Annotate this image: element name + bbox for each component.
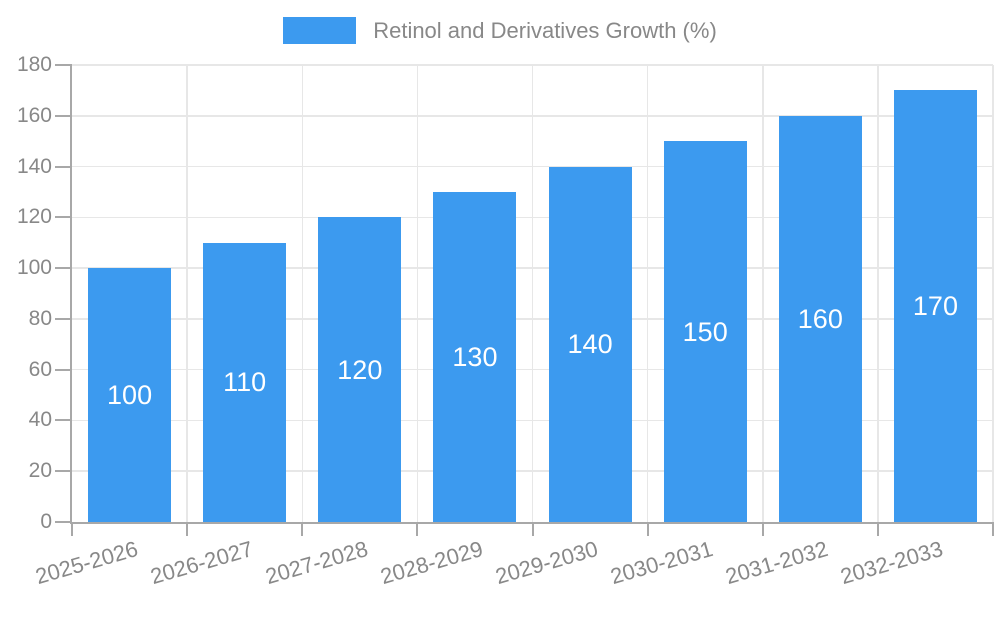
gridline-v-1 <box>186 65 188 522</box>
y-tick-20 <box>55 470 72 473</box>
bar-2030-2031[interactable] <box>663 141 747 522</box>
bar-value-2030-2031: 150 <box>682 316 728 347</box>
y-tick-120 <box>55 216 72 219</box>
bar-value-2031-2032: 160 <box>797 303 843 334</box>
y-tick-140 <box>55 165 72 168</box>
x-tick-5 <box>646 522 649 536</box>
y-tick-40 <box>55 419 72 422</box>
bar-value-2026-2027: 110 <box>223 367 267 398</box>
bar-value-2029-2030: 140 <box>567 329 613 360</box>
bar-2032-2033[interactable] <box>893 90 977 522</box>
bar-2025-2026[interactable] <box>88 268 172 522</box>
y-tick-180 <box>55 64 72 66</box>
y-tick-label-100: 100 <box>16 256 52 280</box>
y-tick-label-160: 160 <box>16 103 52 127</box>
x-tick-4 <box>531 522 534 536</box>
bar-value-2025-2026: 100 <box>107 380 153 411</box>
bar-2027-2028[interactable] <box>318 217 402 522</box>
x-tick-3 <box>416 522 419 536</box>
gridline-v-4 <box>531 65 534 522</box>
bar-2029-2030[interactable] <box>548 166 632 522</box>
legend-label: Retinol and Derivatives Growth (%) <box>373 18 717 43</box>
y-tick-label-80: 80 <box>28 306 52 330</box>
x-tick-8 <box>992 522 994 536</box>
legend-swatch <box>283 17 357 44</box>
bar-value-2028-2029: 130 <box>452 341 498 372</box>
y-tick-label-20: 20 <box>28 459 52 483</box>
x-tick-6 <box>761 522 764 536</box>
y-tick-label-140: 140 <box>16 154 52 178</box>
bar-value-2032-2033: 170 <box>912 291 958 322</box>
y-tick-100 <box>55 267 72 270</box>
y-tick-80 <box>55 317 72 320</box>
y-tick-label-180: 180 <box>16 53 52 76</box>
y-tick-label-40: 40 <box>28 408 52 432</box>
bar-2031-2032[interactable] <box>778 115 862 522</box>
y-tick-60 <box>55 368 72 371</box>
bar-value-2027-2028: 120 <box>337 354 383 385</box>
gridline-v-7 <box>877 65 879 522</box>
gridline-v-6 <box>762 65 764 522</box>
x-tick-7 <box>876 522 879 536</box>
y-axis-line <box>70 65 72 524</box>
y-tick-0 <box>55 521 72 523</box>
bar-2026-2027[interactable] <box>203 242 287 522</box>
gridline-v-8 <box>992 65 994 522</box>
y-tick-label-120: 120 <box>16 205 52 229</box>
x-tick-1 <box>186 522 189 536</box>
y-tick-160 <box>55 114 72 117</box>
x-tick-0 <box>71 522 73 536</box>
x-axis-line <box>70 522 993 524</box>
bar-2028-2029[interactable] <box>433 191 517 522</box>
gridline-v-5 <box>646 65 649 522</box>
y-tick-label-60: 60 <box>28 357 52 381</box>
y-tick-label-0: 0 <box>40 510 52 533</box>
x-tick-2 <box>301 522 304 536</box>
legend-item-retinol[interactable]: Retinol and Derivatives Growth (%) <box>283 17 717 44</box>
gridline-v-2 <box>301 65 303 522</box>
legend: Retinol and Derivatives Growth (%) <box>0 17 1000 44</box>
gridline-v-3 <box>416 65 419 522</box>
growth-bar-chart: Retinol and Derivatives Growth (%) 100 11… <box>0 17 1000 590</box>
